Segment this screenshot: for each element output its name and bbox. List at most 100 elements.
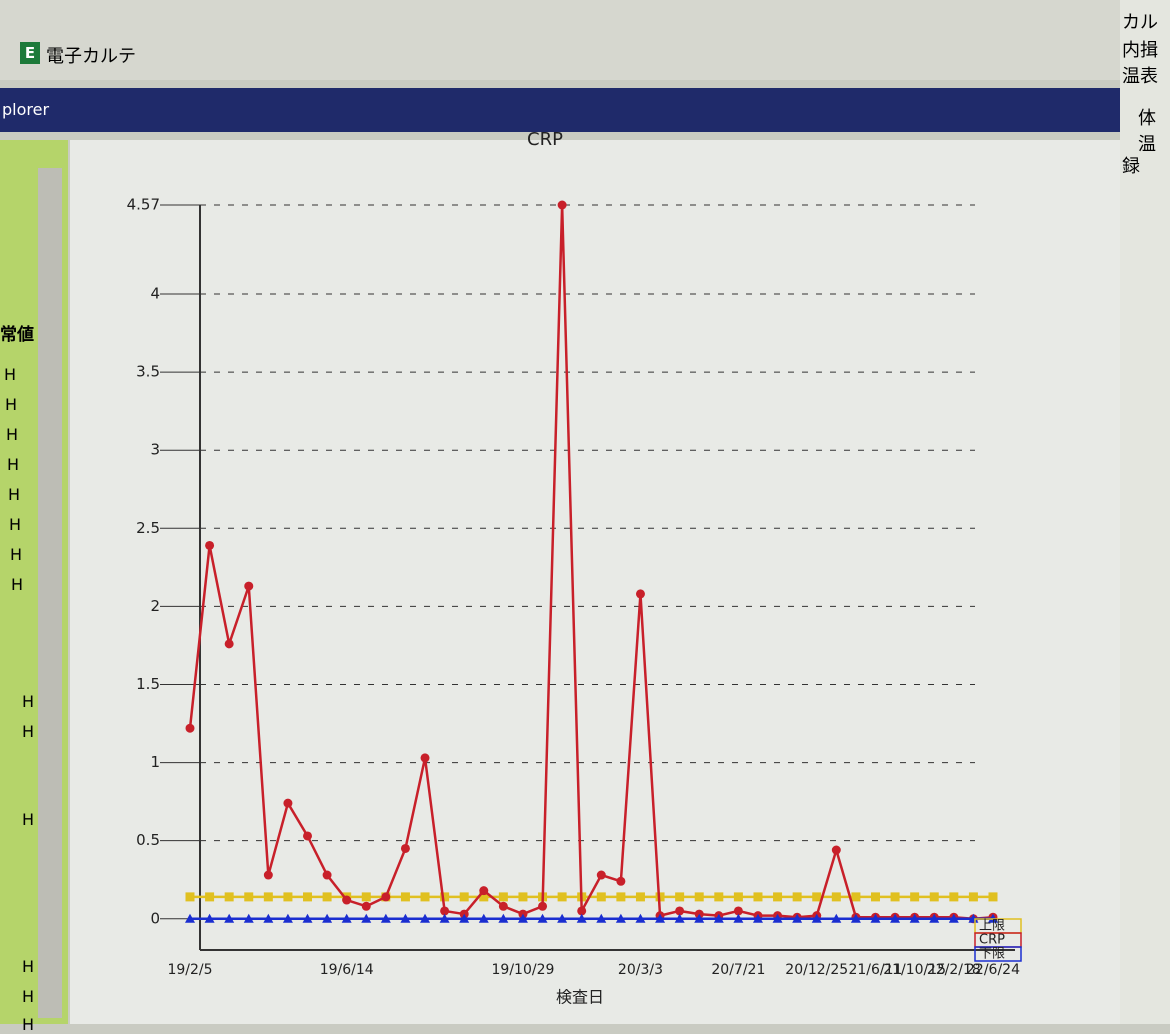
y-tick-label: 1 bbox=[150, 753, 160, 771]
point bbox=[675, 906, 685, 916]
point bbox=[244, 581, 254, 591]
point bbox=[890, 913, 901, 923]
x-tick-label: 20/7/21 bbox=[711, 962, 765, 978]
point bbox=[282, 913, 293, 923]
flag: H bbox=[4, 365, 17, 384]
y-tick-label: 4 bbox=[150, 285, 160, 303]
toolbar-icon: E bbox=[20, 42, 40, 64]
series bbox=[185, 892, 998, 902]
point bbox=[420, 753, 430, 763]
point bbox=[439, 913, 450, 923]
point bbox=[498, 892, 508, 902]
point bbox=[420, 913, 431, 923]
point bbox=[204, 913, 215, 923]
point bbox=[205, 892, 215, 902]
point bbox=[675, 892, 685, 902]
y-tick-label: 3 bbox=[150, 441, 160, 459]
flag: H bbox=[22, 722, 35, 741]
flag: H bbox=[6, 425, 19, 444]
y-tick-label: 4.57 bbox=[127, 196, 160, 214]
point bbox=[498, 901, 508, 911]
point bbox=[538, 901, 548, 911]
x-tick-label: 22/2/18 bbox=[927, 962, 981, 978]
point bbox=[596, 913, 607, 923]
point bbox=[733, 913, 744, 923]
point bbox=[361, 892, 371, 902]
x-tick-label: 19/10/29 bbox=[492, 962, 555, 978]
x-tick-label: 21/6/11 bbox=[848, 962, 902, 978]
chart-background bbox=[70, 140, 1120, 1024]
point bbox=[557, 913, 568, 923]
legend-label: 上限 bbox=[979, 919, 1005, 934]
point bbox=[518, 892, 528, 902]
point bbox=[303, 831, 313, 841]
point bbox=[635, 892, 645, 902]
x-tick-label: 19/6/14 bbox=[320, 962, 374, 978]
point bbox=[752, 913, 763, 923]
point bbox=[341, 913, 352, 923]
point bbox=[929, 913, 940, 923]
point bbox=[322, 892, 332, 902]
point bbox=[400, 913, 411, 923]
point bbox=[733, 892, 743, 902]
flag: H bbox=[9, 515, 22, 534]
point bbox=[870, 913, 881, 923]
x-axis-label: 検査日 bbox=[556, 988, 604, 1007]
y-tick-label: 3.5 bbox=[136, 363, 160, 381]
point bbox=[537, 913, 548, 923]
point bbox=[773, 892, 783, 902]
point bbox=[400, 892, 410, 902]
point bbox=[361, 901, 371, 911]
point bbox=[263, 913, 274, 923]
point bbox=[851, 892, 861, 902]
point bbox=[968, 892, 978, 902]
flag: H bbox=[7, 455, 20, 474]
right-item: 体温 bbox=[1138, 108, 1156, 155]
flag: H bbox=[22, 692, 35, 711]
point bbox=[479, 886, 489, 896]
scrollbar[interactable] bbox=[38, 168, 62, 1018]
chart: CRP 検査日 0 0.5 1 1.5 2 2.5 3 3.5 4 4.57 19/2/5 19/6/… bbox=[70, 129, 1120, 1024]
point bbox=[420, 892, 430, 902]
y-tick-label: 1.5 bbox=[136, 675, 160, 693]
point bbox=[283, 892, 293, 902]
x-tick-label: 22/6/24 bbox=[966, 962, 1020, 978]
y-tick-label: 0.5 bbox=[136, 831, 160, 849]
point bbox=[655, 913, 666, 923]
flag: H bbox=[5, 395, 18, 414]
point bbox=[812, 892, 822, 902]
point bbox=[263, 870, 273, 880]
point bbox=[948, 913, 959, 923]
toolbar-link[interactable]: 電子カルテ bbox=[46, 46, 136, 67]
legend-label: CRP bbox=[979, 933, 1005, 948]
chart-title: CRP bbox=[527, 129, 563, 150]
point bbox=[283, 798, 293, 808]
point bbox=[792, 892, 802, 902]
point bbox=[361, 913, 372, 923]
point bbox=[929, 892, 939, 902]
right-item: 内揖 bbox=[1122, 40, 1158, 61]
right-item: カル bbox=[1122, 12, 1158, 33]
legend-label: 下限 bbox=[979, 947, 1005, 962]
legend-swatch bbox=[974, 946, 1022, 962]
x-tick-label: 21/10/15 bbox=[883, 962, 946, 978]
point bbox=[185, 892, 195, 902]
point bbox=[205, 540, 215, 550]
left-header: 常値 bbox=[0, 325, 34, 345]
point bbox=[400, 843, 410, 853]
point bbox=[635, 589, 645, 599]
flag: H bbox=[11, 575, 24, 594]
point bbox=[713, 913, 724, 923]
right-item: 録 bbox=[1122, 156, 1140, 177]
point bbox=[303, 892, 313, 902]
flag: H bbox=[22, 987, 35, 1006]
point bbox=[616, 892, 626, 902]
point bbox=[831, 892, 841, 902]
point bbox=[694, 892, 704, 902]
point bbox=[635, 913, 646, 923]
point bbox=[459, 913, 470, 923]
point bbox=[615, 913, 626, 923]
point bbox=[440, 906, 450, 916]
point bbox=[381, 892, 391, 902]
